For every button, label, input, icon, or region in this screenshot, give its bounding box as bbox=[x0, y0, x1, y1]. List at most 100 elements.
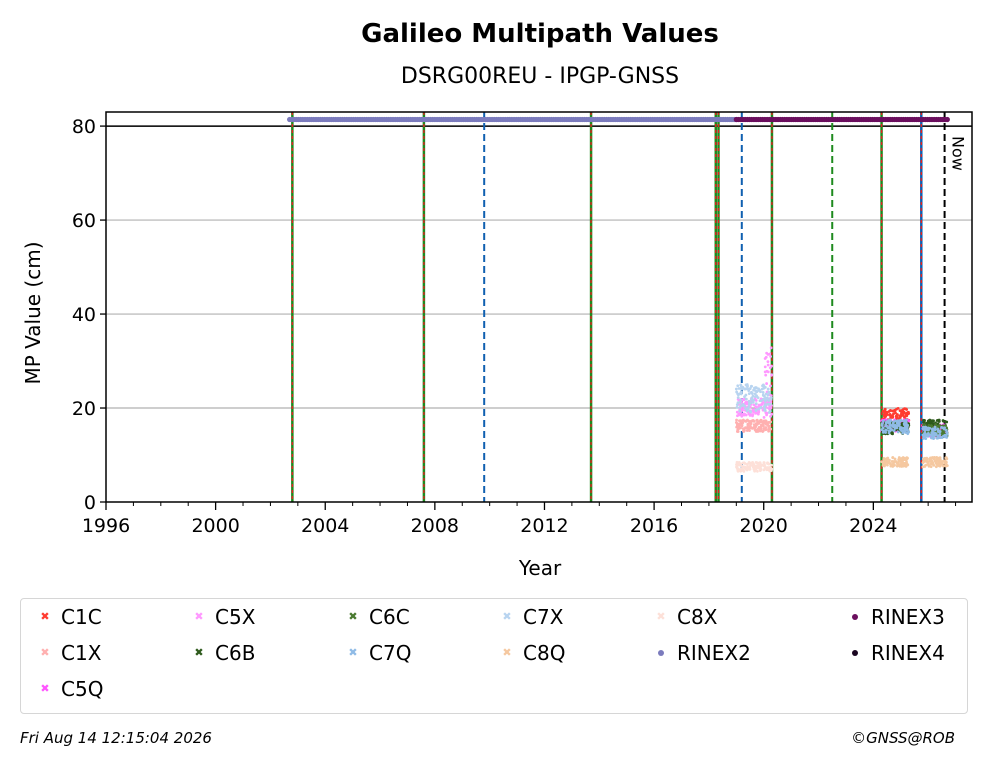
data-point bbox=[756, 469, 759, 473]
data-point bbox=[900, 422, 904, 426]
y-axis-label: MP Value (cm) bbox=[21, 241, 45, 384]
data-point bbox=[763, 365, 767, 369]
legend-marker: ✖ bbox=[348, 646, 358, 659]
data-point bbox=[898, 460, 902, 463]
data-point bbox=[928, 464, 931, 467]
legend-item-c1c: ✖ C1C bbox=[37, 605, 101, 629]
data-point bbox=[881, 426, 885, 430]
data-point bbox=[759, 399, 763, 403]
legend-label: RINEX2 bbox=[677, 641, 751, 665]
legend-item-c6c: ✖ C6C bbox=[345, 605, 410, 629]
x-tick-label: 2012 bbox=[520, 515, 568, 537]
data-point bbox=[738, 392, 742, 396]
legend-item-rinex4: RINEX4 bbox=[847, 641, 945, 665]
data-point bbox=[743, 404, 746, 408]
data-point bbox=[935, 462, 939, 466]
data-point bbox=[741, 461, 745, 465]
legend-marker bbox=[852, 614, 858, 620]
data-point bbox=[935, 456, 939, 459]
data-point bbox=[754, 386, 758, 390]
data-point bbox=[754, 461, 758, 464]
data-point bbox=[883, 460, 886, 464]
data-point bbox=[889, 462, 892, 466]
data-point bbox=[747, 403, 751, 407]
data-point bbox=[926, 460, 930, 464]
data-point bbox=[741, 421, 745, 425]
legend-label: C1X bbox=[61, 641, 102, 665]
data-point bbox=[937, 420, 941, 423]
data-point bbox=[739, 387, 743, 390]
data-point bbox=[907, 430, 911, 434]
data-point bbox=[930, 456, 934, 460]
data-point bbox=[760, 402, 764, 406]
data-point bbox=[766, 466, 770, 469]
data-point bbox=[736, 396, 740, 400]
y-tick-label: 0 bbox=[84, 492, 96, 514]
data-point bbox=[761, 429, 765, 433]
data-point bbox=[745, 383, 749, 386]
data-point bbox=[749, 464, 752, 468]
data-point bbox=[738, 401, 742, 404]
data-point bbox=[754, 467, 758, 471]
data-point bbox=[754, 411, 757, 415]
data-point bbox=[748, 387, 752, 390]
data-point bbox=[769, 346, 773, 350]
legend-marker bbox=[658, 650, 664, 656]
legend-label: C6B bbox=[215, 641, 256, 665]
data-point bbox=[752, 463, 756, 467]
data-point bbox=[737, 427, 740, 431]
x-tick-label: 2000 bbox=[191, 515, 239, 537]
data-point bbox=[757, 403, 761, 407]
data-point bbox=[763, 407, 766, 410]
data-point bbox=[935, 419, 939, 422]
legend-item-c7x: ✖ C7X bbox=[499, 605, 563, 629]
data-point bbox=[887, 431, 891, 435]
data-point bbox=[767, 424, 771, 428]
data-point bbox=[768, 402, 772, 406]
data-point bbox=[757, 389, 760, 392]
data-point bbox=[745, 429, 749, 432]
data-point bbox=[735, 465, 738, 469]
data-point bbox=[926, 421, 929, 425]
data-point bbox=[882, 429, 885, 433]
data-point bbox=[741, 429, 745, 433]
data-point bbox=[739, 468, 743, 471]
data-point bbox=[767, 399, 771, 402]
data-point bbox=[925, 458, 929, 461]
data-point bbox=[767, 411, 771, 414]
legend: ✖ C1C ✖ C1X ✖ C5Q ✖ C5X ✖ C6B ✖ C6C ✖ C7Q ✖ C7X ✖ C8Q ✖ C8X… bbox=[20, 598, 968, 714]
legend-marker: ✖ bbox=[348, 610, 358, 623]
data-point bbox=[933, 427, 937, 430]
data-point bbox=[891, 414, 894, 417]
data-point bbox=[754, 430, 758, 433]
data-point bbox=[757, 421, 761, 425]
data-point bbox=[905, 456, 909, 460]
data-point bbox=[744, 397, 748, 401]
data-point bbox=[748, 409, 752, 413]
data-point bbox=[891, 462, 895, 466]
data-point bbox=[886, 463, 889, 467]
data-point bbox=[925, 427, 929, 431]
data-point bbox=[747, 392, 751, 396]
legend-label: C6C bbox=[369, 605, 410, 629]
data-point bbox=[887, 421, 891, 425]
data-point bbox=[922, 460, 926, 464]
legend-label: RINEX3 bbox=[871, 605, 945, 629]
data-point bbox=[762, 386, 766, 390]
data-point bbox=[737, 387, 741, 390]
series-c7x bbox=[734, 383, 773, 414]
data-point bbox=[905, 462, 909, 466]
data-point bbox=[762, 427, 766, 430]
data-point bbox=[937, 430, 941, 434]
series-c8q bbox=[880, 456, 949, 469]
multipath-chart: Galileo Multipath Values DSRG00REU - IPG… bbox=[21, 19, 973, 580]
data-point bbox=[943, 464, 946, 468]
data-point bbox=[770, 463, 773, 467]
data-point bbox=[891, 456, 895, 460]
data-point bbox=[900, 409, 904, 412]
data-point bbox=[895, 421, 899, 425]
data-point bbox=[932, 437, 936, 440]
data-point bbox=[745, 462, 749, 466]
legend-label: C5Q bbox=[61, 677, 104, 701]
data-point bbox=[746, 387, 750, 391]
